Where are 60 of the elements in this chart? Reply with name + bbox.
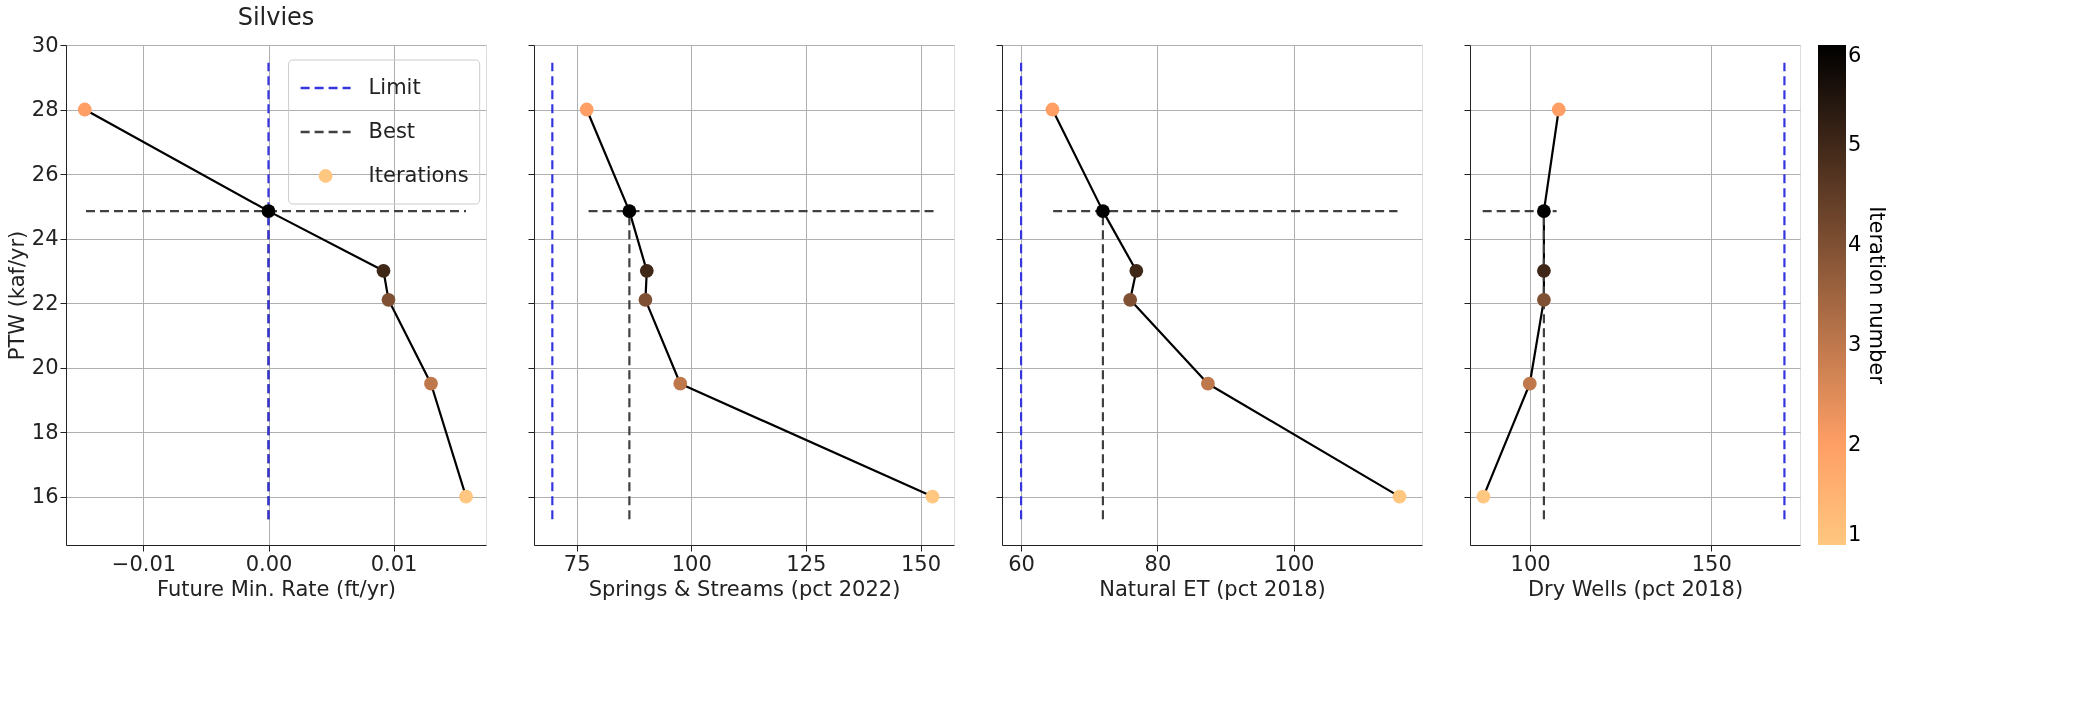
x-axis-title: Natural ET (pct 2018) bbox=[1099, 576, 1326, 601]
point bbox=[639, 263, 654, 278]
color-bar-label: 1 bbox=[1848, 522, 1862, 546]
legend-label: Best bbox=[368, 119, 416, 143]
x-tick-label: 0.01 bbox=[370, 551, 418, 576]
x-tick-label: 0.00 bbox=[245, 551, 293, 576]
x-tick-label: 150 bbox=[900, 551, 942, 576]
y-tick-label: 16 bbox=[31, 484, 59, 509]
x-tick-label: 75 bbox=[563, 551, 591, 576]
x-tick-label: −0.01 bbox=[111, 551, 177, 576]
x-tick-label: 125 bbox=[786, 551, 827, 576]
point bbox=[381, 292, 396, 307]
point bbox=[1392, 489, 1407, 504]
x-tick-label: 100 bbox=[1510, 551, 1551, 576]
point bbox=[376, 263, 391, 278]
point bbox=[1537, 292, 1551, 307]
color-bar-label: 5 bbox=[1848, 132, 1862, 156]
y-tick-label: 18 bbox=[31, 419, 59, 444]
y-tick-label: 22 bbox=[31, 290, 59, 315]
color-bar-label: 4 bbox=[1848, 232, 1862, 256]
y-tick-label: 30 bbox=[31, 32, 59, 57]
color-bar-label: 6 bbox=[1848, 43, 1862, 67]
x-tick-label: 100 bbox=[671, 551, 712, 576]
y-tick-label: 20 bbox=[31, 355, 59, 380]
chart-title: Silvies bbox=[237, 3, 315, 31]
x-tick-label: 100 bbox=[1274, 551, 1315, 576]
y-tick-label: 26 bbox=[31, 161, 59, 186]
point bbox=[1537, 204, 1551, 219]
legend-label: Iterations bbox=[368, 163, 469, 187]
color-bar-label: 2 bbox=[1848, 432, 1862, 456]
x-tick-label: 150 bbox=[1691, 551, 1732, 576]
legend-label: Limit bbox=[368, 75, 421, 99]
point bbox=[1551, 102, 1566, 117]
point bbox=[1201, 376, 1215, 391]
point bbox=[622, 204, 637, 219]
point bbox=[1045, 102, 1060, 117]
point bbox=[579, 102, 594, 117]
point bbox=[1123, 292, 1138, 307]
y-tick-label: 24 bbox=[31, 226, 59, 251]
point bbox=[459, 489, 473, 504]
x-axis-title: Dry Wells (pct 2018) bbox=[1527, 576, 1744, 601]
point bbox=[261, 204, 276, 219]
point bbox=[424, 376, 438, 391]
point bbox=[1129, 263, 1144, 278]
point bbox=[673, 376, 688, 391]
x-axis-title: Future Min. Rate (ft/yr) bbox=[157, 576, 396, 601]
point bbox=[77, 102, 92, 117]
point bbox=[1522, 376, 1537, 391]
y-axis-title: PTW (kaf/yr) bbox=[4, 230, 29, 361]
point bbox=[1096, 204, 1110, 219]
x-axis-title: Springs & Streams (pct 2022) bbox=[588, 576, 901, 601]
y-tick-label: 28 bbox=[31, 97, 59, 122]
x-tick-label: 80 bbox=[1144, 551, 1172, 576]
point bbox=[1476, 489, 1491, 504]
point bbox=[638, 292, 653, 307]
point bbox=[1537, 263, 1551, 278]
x-tick-label: 60 bbox=[1008, 551, 1035, 576]
point bbox=[925, 489, 940, 504]
color-bar-label: 3 bbox=[1848, 332, 1862, 356]
color-bar-title: Iteration number bbox=[1865, 206, 1889, 385]
